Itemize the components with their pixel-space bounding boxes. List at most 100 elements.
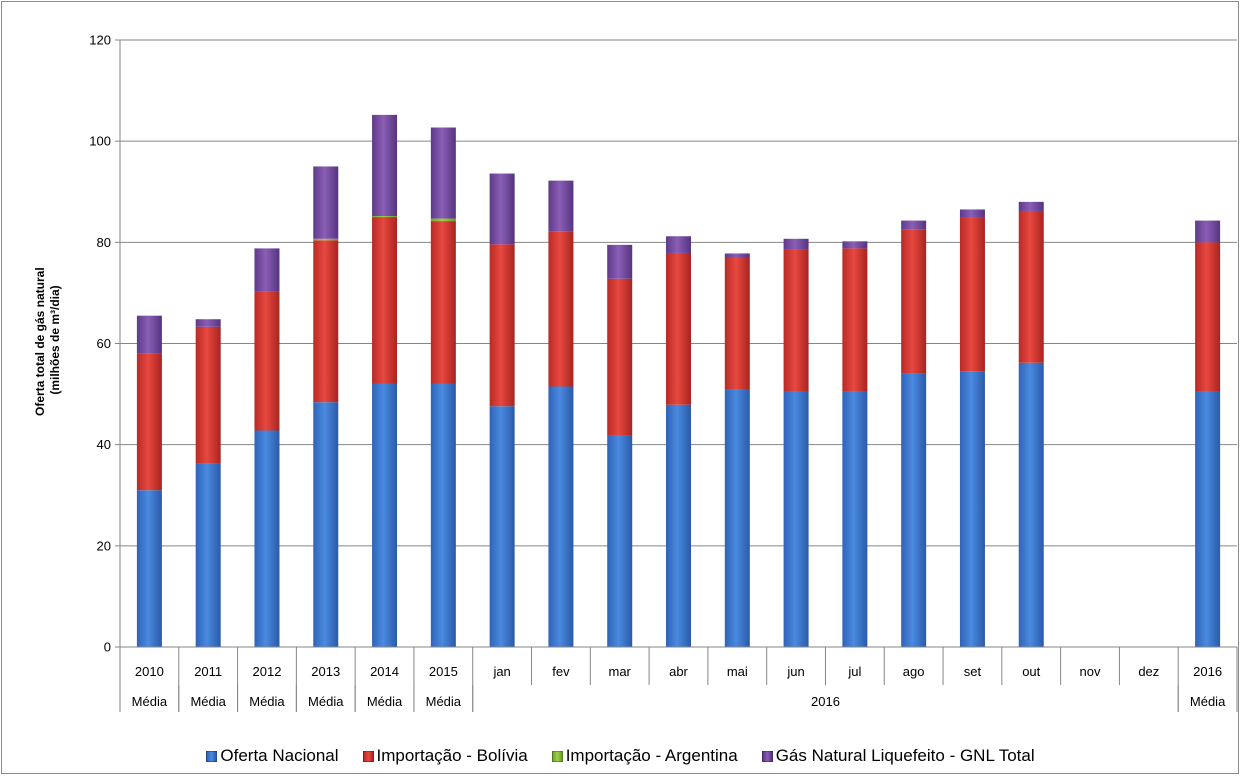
x-tick-label: fev [552, 664, 570, 679]
x-group-label: Média [132, 694, 168, 709]
bar-segment-importacao-bolivia [430, 221, 456, 384]
x-group-label: Média [426, 694, 462, 709]
bar-segment-gnl-total [195, 319, 221, 327]
bar-segment-importacao-bolivia [666, 252, 691, 405]
bar-segment-oferta-nacional [959, 371, 985, 647]
y-tick-label: 0 [104, 640, 111, 655]
bar-segment-gnl-total [313, 166, 339, 239]
x-tick-label: 2010 [135, 664, 164, 679]
x-group-label: Média [1190, 694, 1226, 709]
legend-swatch-importacao-bolivia [362, 750, 374, 762]
bar-segment-gnl-total [548, 180, 574, 232]
x-tick-label: mar [609, 664, 632, 679]
bar-segment-oferta-nacional [1018, 362, 1044, 647]
bar-segment-gnl-total [724, 253, 750, 258]
x-tick-label: dez [1138, 664, 1159, 679]
bar-segment-gnl-total [430, 127, 456, 219]
bar-segment-importacao-bolivia [372, 217, 398, 384]
bar-segment-importacao-bolivia [313, 240, 339, 403]
legend-item-oferta-nacional: Oferta Nacional [206, 746, 339, 766]
bar-segment-importacao-bolivia [548, 231, 574, 387]
x-tick-label: jan [492, 664, 510, 679]
x-tick-label: 2011 [194, 664, 222, 679]
x-tick-label: 2012 [253, 664, 282, 679]
bar-segment-oferta-nacional [842, 391, 868, 647]
bar-segment-oferta-nacional [313, 402, 339, 647]
bar-segment-oferta-nacional [136, 490, 162, 647]
bar-segment-oferta-nacional [489, 406, 515, 647]
bar-segment-importacao-argentina [372, 216, 398, 218]
bar-segment-importacao-bolivia [724, 257, 750, 390]
bar-segment-importacao-argentina [313, 238, 339, 241]
bar-segment-oferta-nacional [254, 430, 280, 647]
bar-segment-oferta-nacional [783, 391, 809, 647]
bar-segment-gnl-total [1195, 220, 1221, 243]
bar-segment-oferta-nacional [1195, 391, 1221, 647]
bar-segment-importacao-bolivia [842, 248, 868, 392]
bar-segment-oferta-nacional [901, 373, 927, 647]
bar-segment-gnl-total [783, 238, 809, 250]
legend-swatch-gnl-total [761, 750, 773, 762]
x-group-label: Média [249, 694, 285, 709]
bar-segment-importacao-bolivia [607, 278, 633, 436]
bar-segment-gnl-total [254, 248, 280, 292]
bar-segment-importacao-bolivia [1195, 242, 1221, 392]
y-tick-label: 120 [89, 33, 111, 48]
legend-label: Importação - Bolívia [376, 746, 528, 765]
x-group-label: Média [367, 694, 403, 709]
bar-segment-oferta-nacional [195, 463, 221, 647]
legend-item-gnl-total: Gás Natural Liquefeito - GNL Total [761, 746, 1035, 766]
y-tick-label: 40 [97, 437, 111, 452]
x-tick-label: mai [727, 664, 748, 679]
legend-swatch-importacao-argentina [551, 750, 563, 762]
gridlines [120, 39, 1237, 547]
bar-segment-gnl-total [959, 209, 985, 218]
y-axis-label-line-1: Oferta total de gás natural [33, 267, 47, 416]
legend-label: Gás Natural Liquefeito - GNL Total [775, 746, 1035, 765]
x-axis-ticks: 2010 2011 2012 2013 2014 2015 jan fev mar abr mai j… [119, 647, 1238, 712]
x-tick-label: 2014 [370, 664, 399, 679]
x-tick-label: jul [847, 664, 861, 679]
legend: Oferta Nacional Importação - Bolívia Imp… [0, 746, 1241, 766]
legend-swatch-oferta-nacional [206, 750, 218, 762]
bar-segment-gnl-total [372, 114, 398, 217]
bar-segment-oferta-nacional [548, 386, 574, 647]
bar-segment-importacao-bolivia [959, 217, 985, 372]
x-tick-label: ago [903, 664, 925, 679]
bar-segment-gnl-total [842, 241, 868, 249]
legend-item-importacao-bolivia: Importação - Bolívia [362, 746, 528, 766]
y-tick-label: 100 [89, 134, 111, 149]
x-tick-label: out [1022, 664, 1040, 679]
bar-segment-oferta-nacional [666, 404, 691, 647]
legend-item-importacao-argentina: Importação - Argentina [551, 746, 738, 766]
bar-segment-oferta-nacional [372, 383, 398, 647]
x-group-label: 2016 [811, 694, 840, 709]
bar-segment-gnl-total [489, 173, 515, 245]
bar-segment-importacao-bolivia [901, 229, 927, 374]
y-axis-label: Oferta total de gás natural (milhões de … [33, 264, 62, 416]
bars [136, 114, 1221, 647]
x-tick-label: jun [786, 664, 804, 679]
x-group-label: Média [190, 694, 226, 709]
x-tick-label: 2015 [429, 664, 458, 679]
bar-segment-gnl-total [607, 244, 633, 279]
bar-segment-importacao-bolivia [1018, 210, 1044, 363]
x-tick-label: 2013 [311, 664, 340, 679]
x-tick-label: set [964, 664, 982, 679]
x-tick-label: nov [1080, 664, 1101, 679]
bar-segment-importacao-bolivia [136, 353, 162, 491]
bar-segment-importacao-argentina [430, 218, 456, 222]
y-axis-ticks: 0 20 40 60 80 100 120 [89, 33, 120, 655]
x-tick-label: 2016 [1193, 664, 1222, 679]
bar-segment-importacao-bolivia [254, 291, 280, 431]
bar-segment-importacao-bolivia [783, 249, 809, 392]
bar-segment-oferta-nacional [724, 389, 750, 647]
bar-segment-oferta-nacional [430, 383, 456, 647]
bar-segment-gnl-total [136, 315, 162, 354]
bar-segment-importacao-bolivia [489, 244, 515, 407]
bar-segment-gnl-total [901, 220, 927, 230]
x-group-label: Média [308, 694, 344, 709]
legend-label: Oferta Nacional [220, 746, 339, 765]
